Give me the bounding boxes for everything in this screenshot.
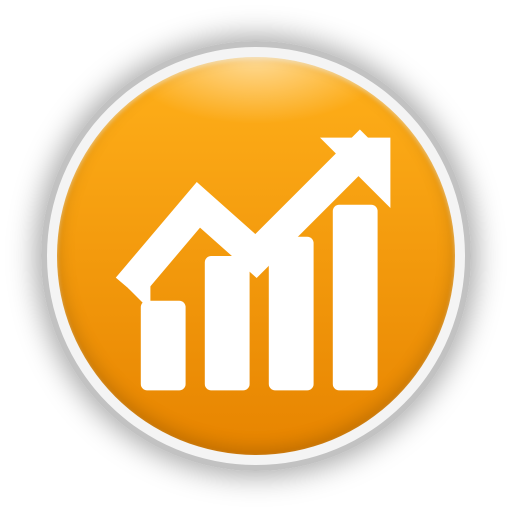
app-icon bbox=[0, 0, 512, 512]
growth-chart-icon bbox=[96, 96, 416, 416]
